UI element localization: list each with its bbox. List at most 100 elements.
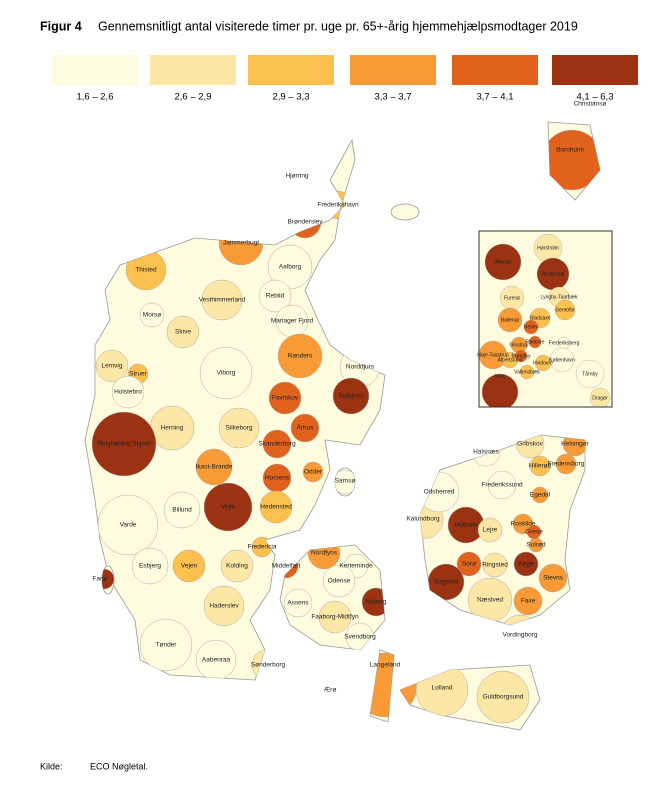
region: [131, 547, 169, 585]
place-label: Langeland: [370, 662, 401, 669]
place-label: Holbæk: [455, 522, 478, 529]
region: [513, 586, 543, 616]
region: [290, 413, 320, 443]
inset-place-label: Furesø: [504, 295, 520, 301]
place-label: Middelfart: [272, 563, 301, 570]
region: [139, 618, 193, 672]
inset-place-label: Tårnby: [582, 370, 598, 377]
inset-place-label: Glostrup: [510, 342, 529, 348]
region: [220, 549, 254, 583]
legend-label: 2,9 – 3,3: [273, 92, 310, 103]
place-label: Ærø: [324, 687, 337, 694]
inset-region: [523, 319, 539, 335]
inset-region: [497, 307, 523, 333]
legend-swatch: [248, 55, 334, 85]
inset-place-label: Albertslund: [497, 357, 522, 363]
inset-region: [484, 243, 522, 281]
legend-swatch: [350, 55, 436, 85]
region: [477, 517, 503, 543]
place-label: Ringkøbing-Skjern: [97, 441, 151, 448]
place-label: Billund: [172, 507, 192, 514]
legend: 1,6 – 2,6 2,6 – 2,9 2,9 – 3,3 3,3 – 3,7 3,7 …: [52, 55, 638, 103]
inset-region: [514, 349, 528, 363]
region: [259, 490, 293, 524]
legend-swatch: [452, 55, 538, 85]
place-label: Rebild: [266, 293, 285, 300]
place-label: Næstved: [477, 597, 503, 604]
place-label: Syddjurs: [338, 393, 364, 400]
legend-swatch: [150, 55, 236, 85]
place-label: Mariager Fjord: [271, 318, 314, 325]
region: [166, 315, 200, 349]
inset-place-label: København: [549, 357, 575, 363]
place-label: Esbjerg: [139, 563, 161, 570]
region: [262, 429, 292, 459]
place-label: Gribskov: [517, 441, 543, 448]
region: [267, 244, 313, 290]
place-label: Skive: [175, 329, 191, 336]
inset-place-label: Hørsholm: [537, 245, 559, 251]
inset-place-label: Brøndby: [512, 353, 531, 359]
place-label: Morsø: [143, 312, 161, 319]
place-label: Aalborg: [279, 264, 302, 271]
place-label: Herning: [161, 425, 184, 432]
place-label: Slagelse: [434, 579, 459, 586]
region: [513, 551, 539, 577]
place-label: Hjørring: [285, 173, 308, 180]
inset-place-label: Vallensbæk: [514, 369, 540, 375]
place-label: Fanø: [92, 576, 107, 583]
inset-region: [554, 299, 576, 321]
inset-region: [575, 359, 605, 389]
place-label: Sønderborg: [251, 662, 286, 669]
region: [277, 333, 323, 379]
place-label: Vesthimmerland: [199, 297, 246, 304]
inset-region: [589, 387, 611, 407]
place-label: Roskilde: [511, 521, 536, 528]
place-label: Holstebro: [114, 389, 142, 396]
region: [201, 279, 243, 321]
region: [139, 302, 165, 328]
place-label: Haderslev: [209, 603, 239, 610]
inset-region: [481, 373, 519, 407]
region: [283, 588, 313, 618]
inset-place-label: Ballerup: [501, 317, 520, 323]
source-label: Kilde:: [40, 761, 63, 771]
region: [555, 453, 577, 475]
place-label: Nyborg: [366, 599, 387, 606]
place-label: Odder: [304, 469, 323, 476]
region: [172, 549, 206, 583]
region: [258, 279, 292, 313]
place-label: Hillerød: [529, 463, 552, 470]
region: [302, 461, 324, 483]
place-label: Odense: [328, 578, 351, 585]
region: [318, 600, 352, 634]
inset-regions: [479, 233, 611, 407]
place-label: Favrskov: [272, 395, 299, 402]
place-label: Bornholm: [556, 147, 584, 154]
place-label: Stevns: [543, 575, 564, 582]
place-label: Greve: [525, 529, 543, 536]
place-label: Lemvig: [102, 363, 123, 370]
legend-label: 3,3 – 3,7: [375, 92, 412, 103]
inset-place-label: Gentofte: [555, 307, 574, 313]
inset-region: [519, 364, 535, 380]
place-label: Tønder: [156, 642, 178, 649]
place-label: Faaborg-Midtfyn: [311, 614, 359, 621]
inset-border: [478, 230, 613, 408]
place-label: Helsingør: [561, 441, 590, 448]
place-label: Frederikshavn: [317, 202, 359, 209]
region: [529, 455, 551, 477]
place-label: Guldborgsund: [483, 694, 524, 701]
inset-place-label: Gladsaxe: [529, 315, 550, 321]
place-label: Vejle: [221, 504, 235, 511]
legend-swatch: [52, 55, 138, 85]
legend-label: 2,6 – 2,9: [175, 92, 212, 103]
place-label: Vejen: [181, 563, 198, 570]
region: [199, 346, 253, 400]
legend-label: 4,1 – 6,3: [577, 92, 614, 103]
region: [332, 377, 370, 415]
place-label: Lejre: [483, 527, 498, 534]
region: [95, 349, 129, 383]
region: [456, 551, 482, 577]
